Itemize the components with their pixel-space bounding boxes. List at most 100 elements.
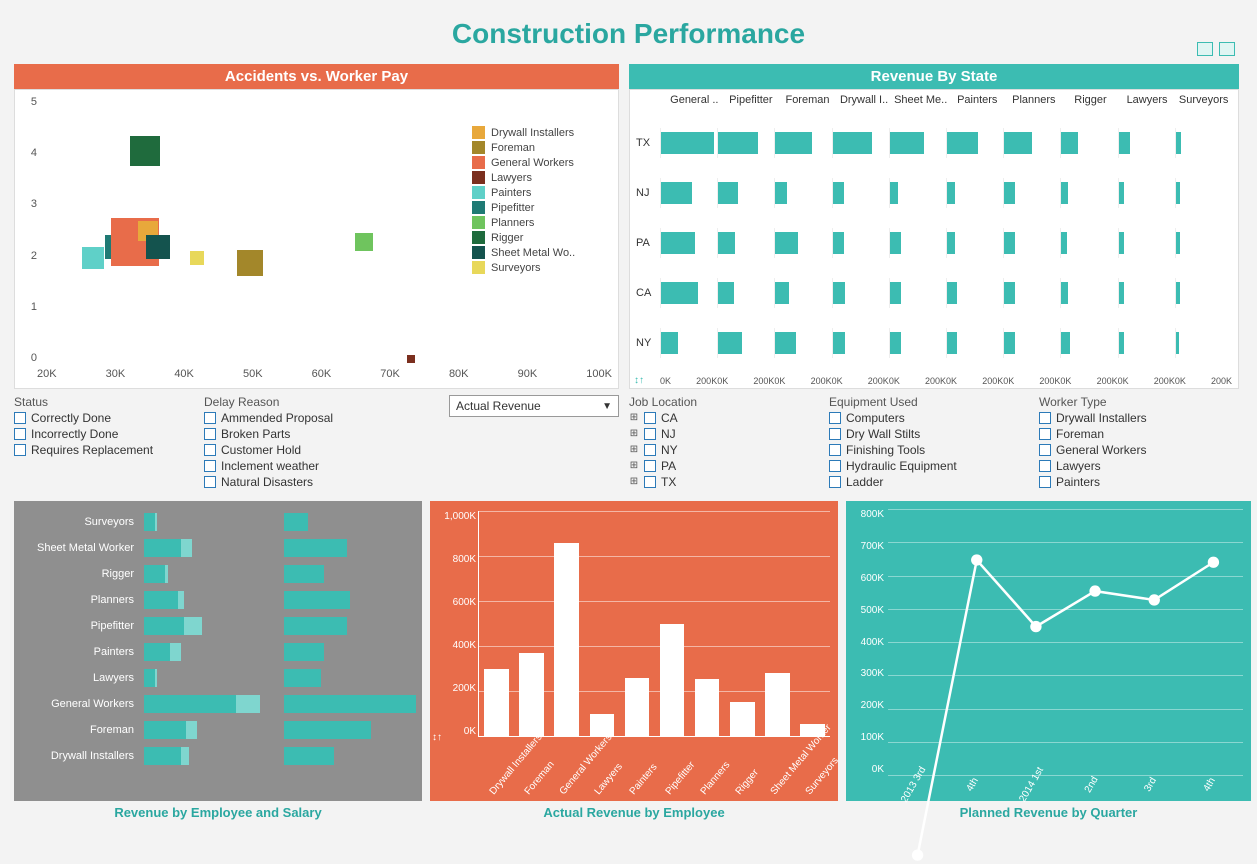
- checkbox-icon[interactable]: [829, 444, 841, 456]
- filter-item[interactable]: Natural Disasters: [204, 475, 404, 489]
- checkbox-icon[interactable]: [644, 412, 656, 424]
- checkbox-icon[interactable]: [14, 412, 26, 424]
- filter-item[interactable]: Painters: [1039, 475, 1239, 489]
- scatter-point[interactable]: [407, 355, 415, 363]
- filter-item[interactable]: Drywall Installers: [1039, 411, 1239, 425]
- sort-icon[interactable]: ↕↑: [634, 375, 644, 386]
- expand-icon[interactable]: ⊞: [629, 445, 639, 455]
- filter-item[interactable]: Computers: [829, 411, 1029, 425]
- state-cell[interactable]: [889, 128, 946, 158]
- filter-item[interactable]: Hydraulic Equipment: [829, 459, 1029, 473]
- state-col-header[interactable]: Pipefitter: [723, 94, 780, 106]
- state-col-header[interactable]: Drywall I..: [836, 94, 893, 106]
- state-cell[interactable]: [889, 328, 946, 358]
- state-cell[interactable]: [774, 178, 831, 208]
- legend-item[interactable]: Foreman: [472, 141, 612, 154]
- hbar-row[interactable]: Painters: [20, 639, 416, 665]
- scatter-point[interactable]: [146, 235, 170, 259]
- state-col-header[interactable]: Surveyors: [1175, 94, 1232, 106]
- legend-item[interactable]: Lawyers: [472, 171, 612, 184]
- state-cell[interactable]: [889, 228, 946, 258]
- hbar-row[interactable]: Sheet Metal Worker: [20, 535, 416, 561]
- filter-item[interactable]: Requires Replacement: [14, 443, 194, 457]
- scatter-plot[interactable]: 543210 Drywall InstallersForemanGeneral …: [14, 89, 619, 389]
- state-col-header[interactable]: Rigger: [1062, 94, 1119, 106]
- legend-item[interactable]: Drywall Installers: [472, 126, 612, 139]
- hbar-row[interactable]: Surveyors: [20, 509, 416, 535]
- state-cell[interactable]: [1118, 328, 1175, 358]
- checkbox-icon[interactable]: [204, 460, 216, 472]
- state-cell[interactable]: [660, 128, 717, 158]
- expand-icon[interactable]: ⊞: [629, 413, 639, 423]
- hbar-row[interactable]: General Workers: [20, 691, 416, 717]
- state-cell[interactable]: [717, 128, 774, 158]
- checkbox-icon[interactable]: [644, 476, 656, 488]
- state-cell[interactable]: [1060, 328, 1117, 358]
- line-chart[interactable]: 800K700K600K500K400K300K200K100K0K 2013 …: [846, 501, 1251, 801]
- chart-icon[interactable]: [1197, 42, 1213, 56]
- state-cell[interactable]: [717, 178, 774, 208]
- vbar-bar[interactable]: [484, 669, 509, 737]
- state-cell[interactable]: [832, 228, 889, 258]
- state-cell[interactable]: [774, 328, 831, 358]
- filter-item[interactable]: Dry Wall Stilts: [829, 427, 1029, 441]
- vbar-bar[interactable]: [625, 678, 650, 737]
- checkbox-icon[interactable]: [1039, 412, 1051, 424]
- checkbox-icon[interactable]: [829, 412, 841, 424]
- state-col-header[interactable]: Lawyers: [1119, 94, 1176, 106]
- hbar-row[interactable]: Lawyers: [20, 665, 416, 691]
- state-cell[interactable]: [774, 128, 831, 158]
- vbar-bar[interactable]: [765, 673, 790, 736]
- state-col-header[interactable]: Painters: [949, 94, 1006, 106]
- checkbox-icon[interactable]: [644, 460, 656, 472]
- state-cell[interactable]: [946, 228, 1003, 258]
- state-cell[interactable]: [717, 228, 774, 258]
- checkbox-icon[interactable]: [14, 444, 26, 456]
- state-cell[interactable]: [660, 328, 717, 358]
- filter-item[interactable]: Incorrectly Done: [14, 427, 194, 441]
- state-cell[interactable]: [1118, 278, 1175, 308]
- legend-item[interactable]: Painters: [472, 186, 612, 199]
- filter-item[interactable]: General Workers: [1039, 443, 1239, 457]
- legend-item[interactable]: Planners: [472, 216, 612, 229]
- state-cell[interactable]: [774, 228, 831, 258]
- filter-item[interactable]: Inclement weather: [204, 459, 404, 473]
- state-cell[interactable]: [1060, 178, 1117, 208]
- scatter-point[interactable]: [130, 136, 160, 166]
- vbar-chart[interactable]: 1,000K800K600K400K200K0K Drywall Install…: [430, 501, 838, 801]
- filter-item[interactable]: Broken Parts: [204, 427, 404, 441]
- checkbox-icon[interactable]: [829, 428, 841, 440]
- filter-item[interactable]: Lawyers: [1039, 459, 1239, 473]
- expand-icon[interactable]: ⊞: [629, 461, 639, 471]
- legend-item[interactable]: General Workers: [472, 156, 612, 169]
- filter-item[interactable]: ⊞NY: [629, 443, 819, 457]
- expand-icon[interactable]: ⊞: [629, 477, 639, 487]
- state-col-header[interactable]: Planners: [1006, 94, 1063, 106]
- vbar-bar[interactable]: [554, 543, 579, 737]
- filter-item[interactable]: ⊞CA: [629, 411, 819, 425]
- state-cell[interactable]: [946, 328, 1003, 358]
- state-cell[interactable]: [774, 278, 831, 308]
- state-cell[interactable]: [1118, 228, 1175, 258]
- checkbox-icon[interactable]: [14, 428, 26, 440]
- checkbox-icon[interactable]: [204, 428, 216, 440]
- vbar-bar[interactable]: [590, 714, 615, 737]
- filter-item[interactable]: ⊞PA: [629, 459, 819, 473]
- state-cell[interactable]: [946, 278, 1003, 308]
- state-cell[interactable]: [1003, 228, 1060, 258]
- scatter-point[interactable]: [82, 247, 104, 269]
- filter-item[interactable]: Finishing Tools: [829, 443, 1029, 457]
- state-cell[interactable]: [832, 328, 889, 358]
- checkbox-icon[interactable]: [644, 444, 656, 456]
- state-cell[interactable]: [717, 278, 774, 308]
- legend-item[interactable]: Rigger: [472, 231, 612, 244]
- vbar-bar[interactable]: [695, 679, 720, 736]
- filter-item[interactable]: ⊞TX: [629, 475, 819, 489]
- state-cell[interactable]: [717, 328, 774, 358]
- legend-item[interactable]: Surveyors: [472, 261, 612, 274]
- hbar-row[interactable]: Rigger: [20, 561, 416, 587]
- checkbox-icon[interactable]: [829, 476, 841, 488]
- checkbox-icon[interactable]: [644, 428, 656, 440]
- state-cell[interactable]: [832, 278, 889, 308]
- state-chart[interactable]: General ..PipefitterForemanDrywall I..Sh…: [629, 89, 1239, 389]
